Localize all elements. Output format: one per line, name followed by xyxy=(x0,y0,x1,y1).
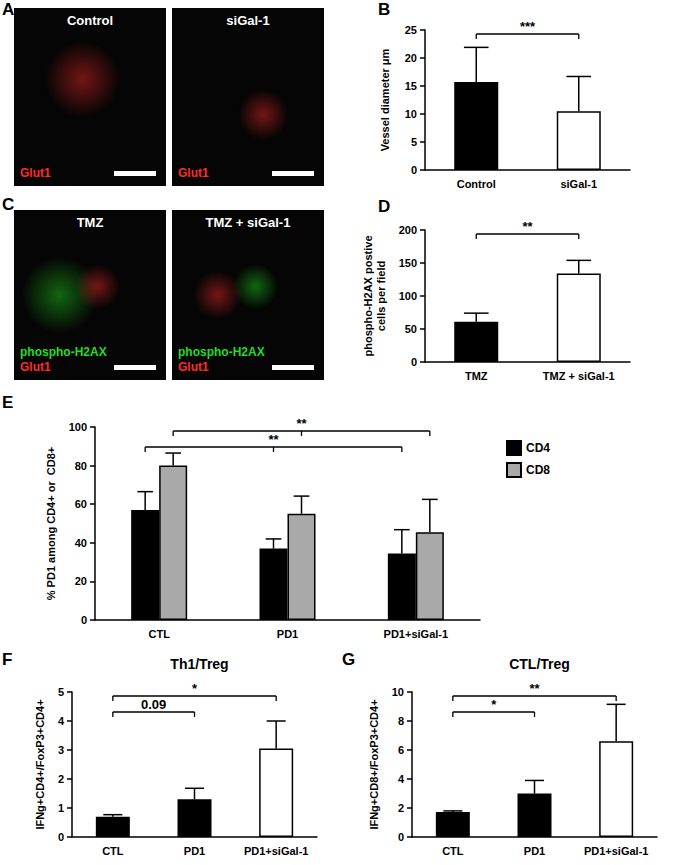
svg-text:10: 10 xyxy=(392,686,404,698)
svg-text:*: * xyxy=(192,681,198,696)
svg-text:**: ** xyxy=(522,219,533,234)
svg-text:CTL: CTL xyxy=(148,628,170,640)
svg-text:siGal-1: siGal-1 xyxy=(560,178,597,190)
svg-text:Th1/Treg: Th1/Treg xyxy=(170,656,228,672)
svg-text:PD1: PD1 xyxy=(524,845,545,857)
svg-text:**: ** xyxy=(296,416,307,431)
svg-text:0: 0 xyxy=(81,614,87,626)
html-text:F: F xyxy=(2,650,13,669)
svg-text:0.09: 0.09 xyxy=(141,697,166,712)
svg-text:CD4: CD4 xyxy=(526,441,550,455)
svg-text:CTL: CTL xyxy=(102,845,124,857)
svg-text:150: 150 xyxy=(399,257,417,269)
html-text:TMZ + siGal-1: TMZ + siGal-1 xyxy=(205,215,291,230)
svg-text:CTL: CTL xyxy=(442,845,464,857)
svg-text:phospho-H2AX postive: phospho-H2AX postive xyxy=(362,235,374,356)
html-text:B: B xyxy=(378,0,391,19)
svg-text:60: 60 xyxy=(75,498,87,510)
html-text:TMZ: TMZ xyxy=(76,215,104,230)
html-text:phospho-H2AX: phospho-H2AX xyxy=(178,345,265,359)
svg-text:PD1+siGal-1: PD1+siGal-1 xyxy=(244,845,309,857)
svg-text:6: 6 xyxy=(398,744,404,756)
html-text:A: A xyxy=(2,0,15,19)
svg-text:10: 10 xyxy=(405,108,417,120)
html-text:phospho-H2AX: phospho-H2AX xyxy=(20,345,107,359)
svg-text:IFNg+CD8+/FoxP3+CD4+: IFNg+CD8+/FoxP3+CD4+ xyxy=(368,699,380,829)
svg-text:5: 5 xyxy=(58,686,64,698)
svg-text:80: 80 xyxy=(75,460,87,472)
svg-text:% PD1 among CD4+ or CD8+: % PD1 among CD4+ or CD8+ xyxy=(45,447,57,600)
html-text:E: E xyxy=(2,393,14,412)
html-text:G: G xyxy=(342,650,356,669)
html-text:D: D xyxy=(378,197,391,216)
svg-text:**: ** xyxy=(529,681,540,696)
svg-text:2: 2 xyxy=(58,773,64,785)
svg-text:PD1: PD1 xyxy=(184,845,205,857)
svg-text:PD1: PD1 xyxy=(277,628,298,640)
svg-text:2: 2 xyxy=(398,802,404,814)
svg-text:200: 200 xyxy=(399,224,417,236)
html-text:siGal-1: siGal-1 xyxy=(226,13,270,28)
svg-text:CTL/Treg: CTL/Treg xyxy=(509,656,570,672)
svg-text:40: 40 xyxy=(75,537,87,549)
html-text:Glut1: Glut1 xyxy=(20,166,51,180)
svg-text:***: *** xyxy=(520,19,536,34)
svg-text:20: 20 xyxy=(75,575,87,587)
svg-text:IFNg+CD4+/FoxP3+CD4+: IFNg+CD4+/FoxP3+CD4+ xyxy=(34,699,46,829)
svg-text:25: 25 xyxy=(405,24,417,36)
svg-text:100: 100 xyxy=(69,421,87,433)
svg-text:15: 15 xyxy=(405,80,417,92)
svg-text:PD1+siGal-1: PD1+siGal-1 xyxy=(584,845,649,857)
svg-text:0: 0 xyxy=(411,356,417,368)
svg-text:*: * xyxy=(491,697,497,712)
svg-text:CD8: CD8 xyxy=(526,463,550,477)
svg-text:Control: Control xyxy=(457,178,496,190)
svg-text:3: 3 xyxy=(58,744,64,756)
svg-text:Vessel diameter μm: Vessel diameter μm xyxy=(379,48,391,151)
svg-text:5: 5 xyxy=(411,136,417,148)
svg-text:20: 20 xyxy=(405,52,417,64)
svg-text:4: 4 xyxy=(58,715,65,727)
svg-text:50: 50 xyxy=(405,323,417,335)
html-text:Control: Control xyxy=(66,13,114,28)
html-text:Glut1: Glut1 xyxy=(20,360,51,374)
svg-text:0: 0 xyxy=(398,831,404,843)
svg-text:0: 0 xyxy=(58,831,64,843)
svg-text:0: 0 xyxy=(411,164,417,176)
html-text:C: C xyxy=(2,195,15,214)
svg-text:1: 1 xyxy=(58,802,64,814)
html-text:Glut1: Glut1 xyxy=(178,360,209,374)
svg-text:TMZ + siGal-1: TMZ + siGal-1 xyxy=(543,370,615,382)
svg-text:TMZ: TMZ xyxy=(465,370,488,382)
svg-text:**: ** xyxy=(268,432,279,447)
svg-text:8: 8 xyxy=(398,715,404,727)
html-text:Glut1: Glut1 xyxy=(178,166,209,180)
svg-text:100: 100 xyxy=(399,290,417,302)
svg-text:4: 4 xyxy=(398,773,405,785)
svg-text:PD1+siGal-1: PD1+siGal-1 xyxy=(384,628,449,640)
svg-text:cells per field: cells per field xyxy=(375,261,387,331)
